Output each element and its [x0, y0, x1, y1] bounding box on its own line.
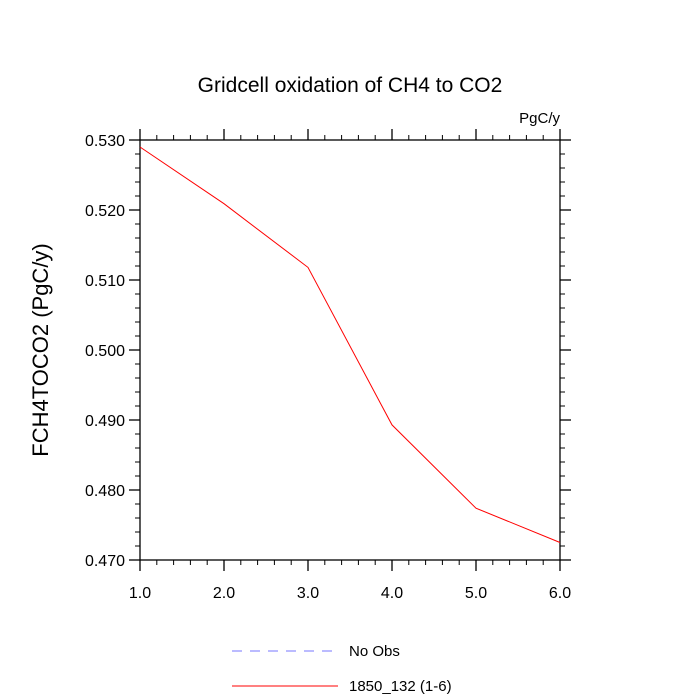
y-axis-label: FCH4TOCO2 (PgC/y)	[28, 243, 53, 457]
y-tick-label: 0.480	[85, 483, 125, 500]
chart-units: PgC/y	[519, 110, 560, 127]
y-tick-label: 0.490	[85, 413, 125, 430]
legend: No Obs 1850_132 (1-6)	[232, 643, 452, 695]
y-tick-label: 0.530	[85, 133, 125, 150]
x-tick-label: 5.0	[465, 585, 487, 602]
y-tick-label: 0.470	[85, 553, 125, 570]
plot-frame	[139, 139, 561, 561]
x-tick-label: 6.0	[549, 585, 571, 602]
plot-area: 1.0 2.0 3.0 4.0 5.0 6.0 0.470 0.480 0.490 0.500 0.…	[85, 129, 571, 602]
legend-label: No Obs	[349, 643, 400, 660]
x-tick-label: 1.0	[129, 585, 151, 602]
x-tick-label: 4.0	[381, 585, 403, 602]
series-line	[139, 146, 561, 543]
chart-title: Gridcell oxidation of CH4 to CO2	[198, 74, 503, 97]
legend-label: 1850_132 (1-6)	[349, 678, 452, 695]
y-tick-label: 0.510	[85, 273, 125, 290]
x-tick-label: 3.0	[297, 585, 319, 602]
y-tick-label: 0.520	[85, 203, 125, 220]
y-tick-label: 0.500	[85, 343, 125, 360]
x-tick-label: 2.0	[213, 585, 235, 602]
